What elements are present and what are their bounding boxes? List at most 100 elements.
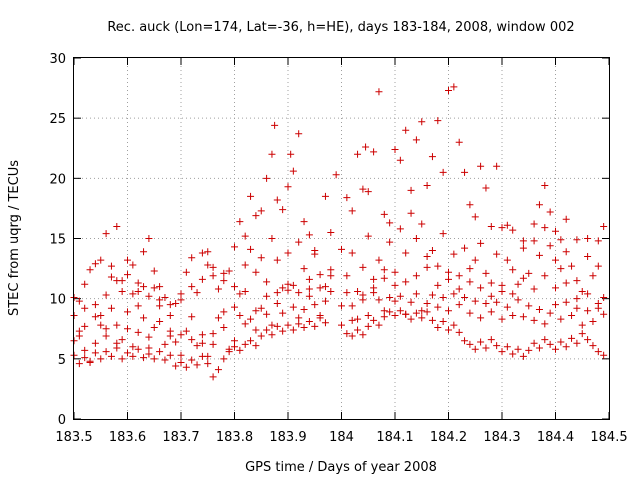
data-point xyxy=(273,196,281,204)
data-point xyxy=(428,153,436,161)
grid xyxy=(73,57,610,420)
data-point xyxy=(535,305,543,313)
data-point xyxy=(482,344,490,352)
data-point xyxy=(525,346,533,354)
data-point xyxy=(150,267,158,275)
data-point xyxy=(541,320,549,328)
data-point xyxy=(156,302,164,310)
data-point xyxy=(407,298,415,306)
data-point xyxy=(525,269,533,277)
x-axis-label: GPS time / Days of year 2008 xyxy=(245,460,437,475)
data-point xyxy=(487,279,495,287)
data-point xyxy=(124,271,131,279)
data-point xyxy=(252,342,260,350)
data-point xyxy=(477,338,485,346)
data-point xyxy=(252,268,260,276)
data-point xyxy=(455,301,463,309)
data-point xyxy=(268,321,276,329)
data-point xyxy=(247,192,255,200)
data-point xyxy=(589,272,597,280)
data-point xyxy=(535,344,543,352)
y-tick-label: 25 xyxy=(49,112,66,127)
data-point xyxy=(241,320,249,328)
data-point xyxy=(289,281,297,289)
data-point xyxy=(498,287,506,295)
data-point xyxy=(279,206,287,214)
data-point xyxy=(412,309,420,317)
data-point xyxy=(386,293,394,301)
data-point xyxy=(236,312,244,320)
data-point xyxy=(541,336,549,344)
x-tick-label: 183.5 xyxy=(55,430,92,445)
data-point xyxy=(391,297,399,305)
data-point xyxy=(332,171,340,179)
data-point xyxy=(295,130,303,138)
data-point xyxy=(343,194,351,202)
data-point xyxy=(204,261,212,269)
data-point xyxy=(220,324,228,332)
data-point xyxy=(477,239,485,247)
data-point xyxy=(396,225,404,233)
data-point xyxy=(321,192,329,200)
data-point xyxy=(188,283,196,291)
data-point xyxy=(97,355,105,363)
data-point xyxy=(445,86,452,94)
data-point xyxy=(182,268,190,276)
data-point xyxy=(172,362,180,370)
data-point xyxy=(289,303,297,311)
data-point xyxy=(535,251,543,259)
data-point xyxy=(562,298,570,306)
data-point xyxy=(359,291,367,299)
y-tick-label: 15 xyxy=(49,233,66,248)
data-point xyxy=(172,299,180,307)
data-point xyxy=(530,285,538,293)
data-point xyxy=(124,308,131,316)
data-point xyxy=(546,208,554,216)
data-point xyxy=(231,283,238,291)
data-point xyxy=(327,272,335,280)
data-point xyxy=(321,319,329,327)
data-point xyxy=(75,332,83,340)
data-point xyxy=(370,148,378,156)
data-point xyxy=(214,314,222,322)
data-point xyxy=(370,275,378,283)
data-point xyxy=(391,145,399,153)
data-point xyxy=(263,310,271,318)
data-point xyxy=(166,301,174,309)
data-point xyxy=(428,291,436,299)
data-point xyxy=(509,312,517,320)
data-point xyxy=(546,309,554,317)
data-point xyxy=(557,265,565,273)
data-point xyxy=(568,262,576,270)
data-point xyxy=(166,332,174,340)
data-point xyxy=(177,351,185,359)
data-point xyxy=(204,248,212,256)
data-point xyxy=(418,220,426,228)
data-point xyxy=(220,355,228,363)
data-point xyxy=(546,242,554,250)
data-point xyxy=(573,339,581,347)
data-point xyxy=(338,321,345,329)
data-point xyxy=(402,249,410,257)
data-point xyxy=(594,304,602,312)
data-point xyxy=(407,315,415,323)
data-point xyxy=(252,212,260,220)
data-point xyxy=(193,289,201,297)
data-point xyxy=(396,292,404,300)
data-point xyxy=(284,321,292,329)
data-point xyxy=(578,287,586,295)
data-point xyxy=(573,277,581,285)
data-point xyxy=(493,342,501,350)
y-tick-labels: 0 5 10 15 20 25 30 xyxy=(49,52,66,428)
data-point xyxy=(188,254,196,262)
data-point xyxy=(102,230,110,238)
data-point xyxy=(220,277,228,285)
data-point xyxy=(91,260,99,268)
data-point xyxy=(279,327,287,335)
data-point xyxy=(247,315,255,323)
data-point xyxy=(423,182,431,190)
data-point xyxy=(311,301,319,309)
data-point xyxy=(287,150,295,158)
data-points xyxy=(70,83,608,381)
data-point xyxy=(578,330,586,338)
